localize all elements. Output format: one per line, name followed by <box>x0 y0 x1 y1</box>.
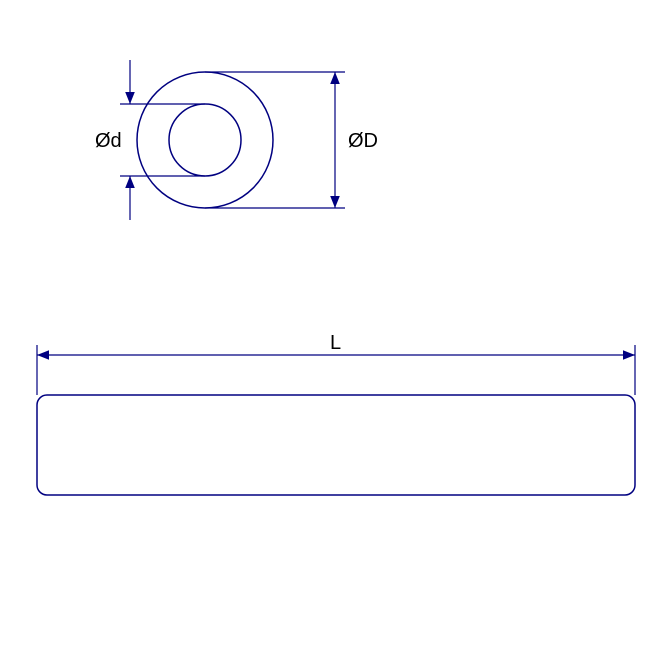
front-view-ring <box>137 72 273 208</box>
inner-diameter-label: Ød <box>95 130 122 152</box>
outer-diameter-label: ØD <box>348 130 378 152</box>
length-dimension: L <box>37 332 635 395</box>
outer-circle <box>137 72 273 208</box>
side-view-tube <box>37 395 635 495</box>
inner-diameter-dimension: Ød <box>95 60 205 220</box>
length-label: L <box>330 332 341 354</box>
inner-circle <box>169 104 241 176</box>
outer-diameter-dimension: ØD <box>205 72 378 208</box>
technical-drawing: Ød ØD L <box>0 0 670 670</box>
